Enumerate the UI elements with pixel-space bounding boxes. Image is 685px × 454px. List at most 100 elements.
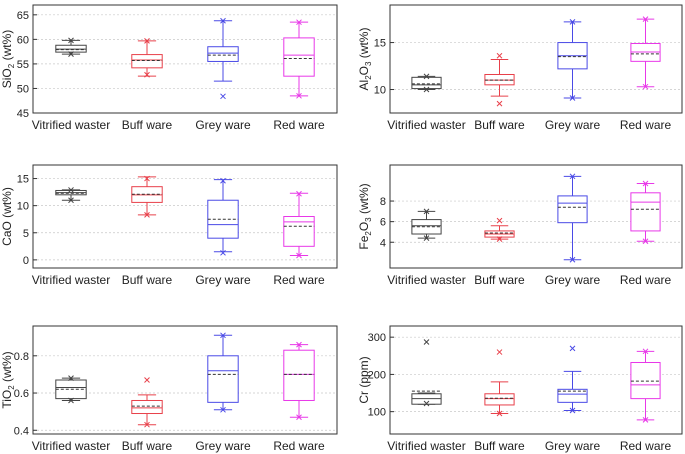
- outlier-marker: [220, 332, 226, 339]
- box-red-ware: [283, 341, 315, 421]
- label-unit: (wt%): [357, 28, 371, 62]
- label-text: Fe: [357, 235, 371, 249]
- x-category-label: Buff ware: [122, 273, 173, 287]
- box-iqr: [131, 54, 163, 69]
- box-vitrified-waster: [411, 339, 442, 407]
- label-text: CaO: [0, 221, 14, 246]
- outlier-marker: [569, 19, 576, 25]
- box-iqr: [557, 195, 588, 224]
- box-red-ware: [630, 180, 661, 245]
- outlier-marker: [496, 52, 503, 59]
- label-text: SiO: [0, 68, 14, 88]
- outlier-marker: [423, 400, 430, 407]
- label-subscript: 2: [7, 63, 16, 68]
- plot-frame: [389, 164, 683, 269]
- box-iqr: [630, 361, 661, 400]
- outlier-marker: [220, 406, 226, 413]
- outlier-marker: [642, 416, 649, 423]
- y-tick-label: 10: [374, 85, 386, 97]
- box-buff-ware: [131, 37, 163, 78]
- outlier-marker: [423, 86, 430, 93]
- box-grey-ware: [207, 177, 239, 256]
- x-category-label: Grey ware: [545, 273, 601, 287]
- box-grey-ware: [557, 19, 588, 101]
- y-axis-label: Fe2O3 (wt%): [357, 183, 373, 249]
- outlier-marker: [496, 349, 503, 355]
- x-category-label: Buff ware: [122, 118, 173, 132]
- x-category-label: Grey ware: [195, 439, 251, 453]
- outlier-marker: [144, 37, 150, 44]
- plot-frame: [32, 325, 338, 435]
- box-iqr: [207, 355, 239, 403]
- y-tick-label: 65: [17, 10, 29, 22]
- outlier-marker: [220, 93, 226, 100]
- outlier-marker: [144, 71, 150, 78]
- box-vitrified-waster: [411, 208, 442, 241]
- box-iqr: [207, 46, 239, 62]
- box-iqr: [557, 388, 588, 403]
- box-iqr: [484, 393, 515, 406]
- outlier-marker: [642, 83, 649, 90]
- label-text: O: [357, 222, 371, 231]
- box-grey-ware: [557, 173, 588, 263]
- outlier-marker: [296, 190, 302, 197]
- outlier-marker: [144, 421, 150, 428]
- y-tick-label: 300: [368, 332, 386, 344]
- outlier-marker: [144, 212, 150, 218]
- box-grey-ware: [207, 17, 239, 100]
- outlier-marker: [423, 235, 430, 241]
- outlier-marker: [296, 19, 302, 26]
- y-tick-label: 15: [374, 38, 386, 50]
- y-axis-label: SiO2 (wt%): [0, 30, 16, 88]
- outlier-marker: [496, 217, 503, 224]
- label-unit: (wt%): [0, 30, 14, 64]
- y-tick-label: 0.4: [14, 425, 29, 437]
- box-buff-ware: [484, 52, 515, 107]
- label-unit: (wt%): [0, 351, 14, 385]
- outlier-marker: [144, 175, 150, 182]
- outlier-marker: [68, 375, 74, 381]
- box-grey-ware: [557, 345, 588, 414]
- y-axis-label: TiO2 (wt%): [0, 351, 16, 408]
- y-tick-label: 15: [17, 174, 29, 186]
- x-category-label: Vitrified waster: [387, 273, 465, 287]
- y-tick-label: 45: [17, 108, 29, 120]
- box-buff-ware: [131, 175, 163, 218]
- y-tick-label: 10: [17, 201, 29, 213]
- outlier-marker: [68, 51, 74, 57]
- outlier-marker: [642, 348, 649, 355]
- x-category-label: Buff ware: [122, 439, 173, 453]
- x-category-label: Red ware: [273, 118, 325, 132]
- label-text: TiO: [0, 390, 14, 409]
- outlier-marker: [296, 414, 302, 421]
- y-axis-label: CaO (wt%): [0, 187, 14, 246]
- label-unit: (ppm): [357, 356, 371, 391]
- y-tick-label: 0.8: [14, 351, 29, 363]
- y-tick-label: 6: [380, 217, 386, 229]
- box-vitrified-waster: [411, 73, 442, 93]
- chart-panel-4: 4 6 8 Fe2O3 (wt%) Vitrified waster Buff ware G…: [357, 164, 683, 287]
- chart-panel-6: 100 200 300 Cr (ppm) Vitrified waster Buff wa…: [357, 325, 683, 453]
- x-category-label: Grey ware: [195, 118, 251, 132]
- x-category-label: Grey ware: [545, 439, 601, 453]
- x-category-label: Buff ware: [474, 439, 525, 453]
- outlier-marker: [496, 236, 503, 243]
- y-axis-label: Cr (ppm): [357, 356, 371, 403]
- y-tick-label: 8: [380, 196, 386, 208]
- x-category-label: Red ware: [620, 118, 672, 132]
- y-axis-label: Al2O3 (wt%): [357, 28, 373, 91]
- x-category-label: Red ware: [273, 273, 325, 287]
- x-category-label: Red ware: [620, 273, 672, 287]
- x-category-label: Vitrified waster: [32, 118, 110, 132]
- outlier-marker: [220, 249, 226, 256]
- outlier-marker: [642, 16, 649, 22]
- box-red-ware: [283, 190, 315, 259]
- outlier-marker: [296, 252, 302, 259]
- box-vitrified-waster: [55, 37, 87, 57]
- box-buff-ware: [131, 377, 163, 428]
- box-iqr: [283, 349, 315, 401]
- outlier-marker: [296, 92, 302, 99]
